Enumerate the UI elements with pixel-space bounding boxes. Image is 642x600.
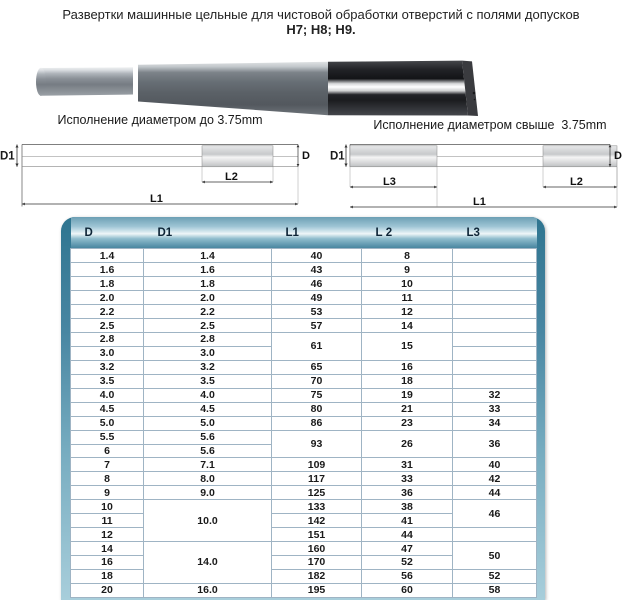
svg-text:D: D [614, 150, 622, 162]
svg-text:L1: L1 [150, 193, 163, 205]
svg-text:D: D [302, 150, 310, 162]
svg-text:D1: D1 [0, 151, 15, 163]
svg-text:L2: L2 [570, 176, 583, 188]
svg-text:D1: D1 [330, 151, 345, 163]
svg-text:L1: L1 [473, 196, 486, 208]
svg-text:L3: L3 [383, 176, 396, 188]
svg-text:L2: L2 [225, 171, 238, 183]
